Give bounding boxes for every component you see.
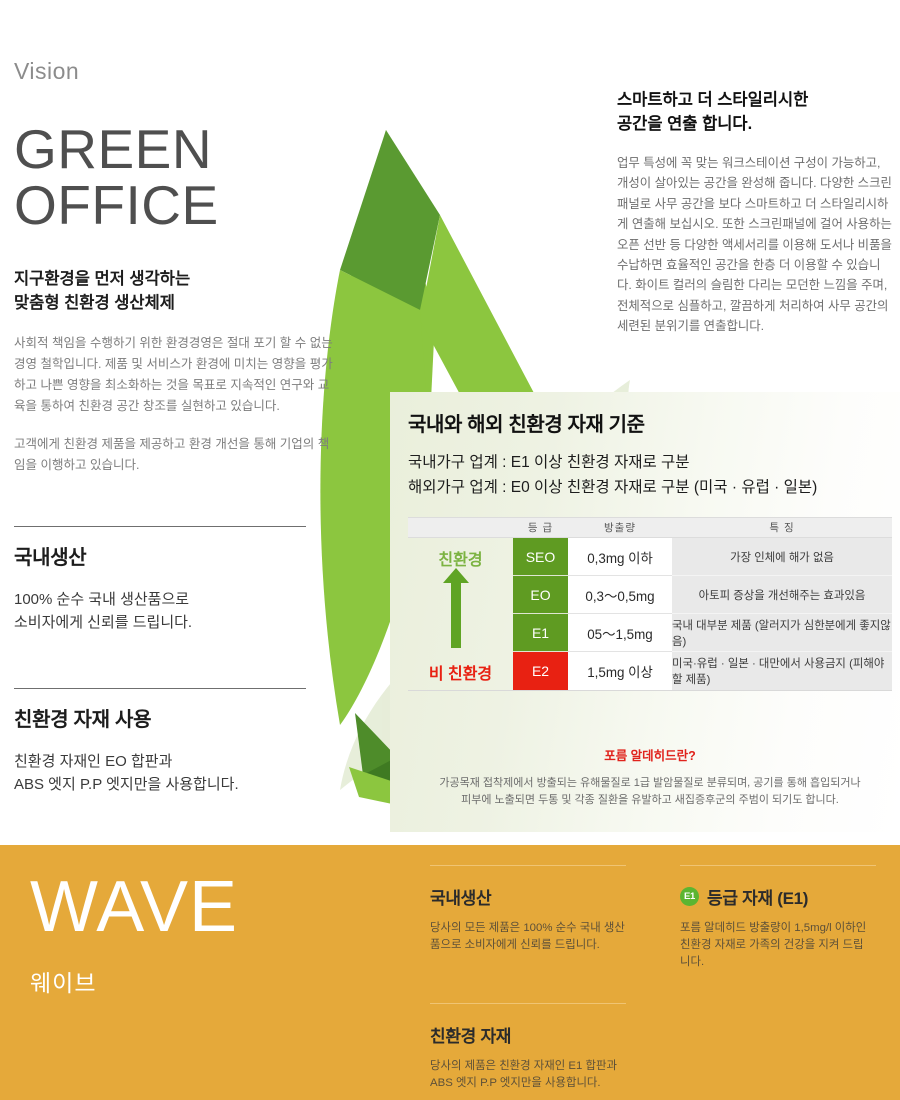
feature-title: 국내생산: [14, 547, 87, 569]
left-body-paragraph-1: 사회적 책임을 수행하기 위한 환경경영은 절대 포기 할 수 없는 경영 철학…: [14, 336, 333, 413]
table-bottom-border: [408, 690, 892, 691]
note-body: 가공목재 접착제에서 방출되는 유해물질로 1급 발암물질로 분류되며, 공기를…: [439, 777, 861, 806]
right-column: 스마트하고 더 스타일리시한 공간을 연출 합니다. 업무 특성에 꼭 맞는 워…: [617, 88, 895, 337]
lead-heading: 지구환경을 먼저 생각하는 맞춤형 친환경 생산체제: [14, 267, 334, 315]
footer-brand-kr: 웨이브: [30, 970, 97, 996]
grade-cell: EO: [513, 576, 568, 614]
emission-standards-table: 등 급 방출량 특 징 친환경 비 친환경 SEO 0,3mg 이하 가장 인체…: [408, 517, 892, 691]
criteria-domestic: 국내가구 업계 : E1 이상 친환경 자재로 구분: [408, 454, 690, 471]
feature-title: 친환경 자재 사용: [14, 709, 152, 731]
top-section: Vision GREEN OFFICE 지구환경을 먼저 생각하는 맞춤형 친환…: [14, 58, 900, 832]
feature-section-eco-material: 친환경 자재 사용 친환경 자재인 EO 합판과 ABS 엣지 P.P 엣지만을…: [14, 688, 322, 796]
table-row: E2 1,5mg 이상 미국·유럽 · 일본 · 대만에서 사용금지 (피해야할…: [408, 652, 892, 690]
table-row: E1 05〜1,5mg 국내 대부분 제품 (알러지가 심한분에게 좋지않음): [408, 614, 892, 652]
right-heading-line-2: 공간을 연출 합니다.: [617, 115, 753, 133]
left-body-paragraph-2: 고객에게 친환경 제품을 제공하고 환경 개선을 통해 기업의 책임을 이행하고…: [14, 437, 330, 472]
e1-grade-icon: E1: [680, 887, 699, 906]
left-column: Vision GREEN OFFICE 지구환경을 먼저 생각하는 맞춤형 친환…: [14, 58, 334, 476]
panel-title: 국내와 해외 친환경 자재 기준: [408, 414, 645, 436]
table-header-grade: 등 급: [527, 522, 554, 534]
feature-cell: 아토피 증상을 개선해주는 효과있음: [672, 576, 892, 614]
table-body: 친환경 비 친환경 SEO 0,3mg 이하 가장 인체에 해가 없음 EO 0…: [408, 538, 892, 690]
footer-column-title: 국내생산: [430, 889, 492, 908]
footer-column-title-text: 등급 자재 (E1): [707, 889, 809, 908]
grade-cell: SEO: [513, 538, 568, 576]
footer-section: WAVE 웨이브: [0, 845, 900, 1100]
formaldehyde-note: 포름 알데히드란? 가공목재 접착제에서 방출되는 유해물질로 1급 발암물질로…: [408, 745, 892, 809]
table-header-spacer: [408, 518, 513, 537]
emission-cell: 05〜1,5mg: [568, 614, 672, 652]
eco-label-good: 친환경: [438, 552, 483, 569]
feature-cell: 국내 대부분 제품 (알러지가 심한분에게 좋지않음): [672, 614, 892, 652]
feature-text: 100% 순수 국내 생산품으로 소비자에게 신뢰를 드립니다.: [14, 591, 193, 631]
footer-column-text: 당사의 모든 제품은 100% 순수 국내 생산 품으로 소비자에게 신뢰를 드…: [430, 922, 625, 951]
table-header-row: 등 급 방출량 특 징: [408, 517, 892, 538]
right-heading: 스마트하고 더 스타일리시한 공간을 연출 합니다.: [617, 88, 895, 136]
small-leaf-graphic: [349, 713, 397, 805]
brand-line-1: GREEN: [14, 118, 213, 180]
divider: [14, 526, 306, 527]
lead-line-2: 맞춤형 친환경 생산체제: [14, 294, 175, 312]
footer-column-grade-e1: E1 등급 자재 (E1) 포름 알데히드 방출량이 1,5mg/l 이하인 친…: [680, 865, 892, 971]
eco-label-bad: 비 친환경: [428, 666, 493, 683]
brand-line-2: OFFICE: [14, 174, 219, 236]
footer-column-title: 친환경 자재: [430, 1027, 512, 1046]
footer-brand: WAVE 웨이브: [30, 870, 238, 998]
right-heading-line-1: 스마트하고 더 스타일리시한: [617, 91, 809, 109]
footer-column-domestic: 국내생산 당사의 모든 제품은 100% 순수 국내 생산 품으로 소비자에게 …: [430, 865, 642, 954]
divider: [430, 1003, 626, 1004]
footer-brand-en: WAVE: [30, 867, 239, 947]
emission-cell: 1,5mg 이상: [568, 652, 672, 690]
footer-column-text: 당사의 제품은 친환경 자재인 E1 합판과 ABS 엣지 P.P 엣지만을 사…: [430, 1060, 617, 1089]
feature-section-domestic: 국내생산 100% 순수 국내 생산품으로 소비자에게 신뢰를 드립니다.: [14, 526, 322, 634]
table-row: SEO 0,3mg 이하 가장 인체에 해가 없음: [408, 538, 892, 576]
divider: [680, 865, 876, 866]
table-header-emission: 방출량: [604, 522, 636, 534]
feature-text: 친환경 자재인 EO 합판과 ABS 엣지 P.P 엣지만을 사용합니다.: [14, 753, 239, 793]
eyebrow-vision: Vision: [14, 58, 80, 84]
table-row: EO 0,3〜0,5mg 아토피 증상을 개선해주는 효과있음: [408, 576, 892, 614]
emission-cell: 0,3mg 이하: [568, 538, 672, 576]
up-arrow-icon: [443, 568, 469, 648]
panel-criteria: 국내가구 업계 : E1 이상 친환경 자재로 구분 해외가구 업계 : E0 …: [408, 450, 894, 500]
footer-column-title: E1 등급 자재 (E1): [680, 884, 892, 909]
footer-column-eco-material: 친환경 자재 당사의 제품은 친환경 자재인 E1 합판과 ABS 엣지 P.P…: [430, 1003, 642, 1092]
right-body-paragraph: 업무 특성에 꼭 맞는 워크스테이션 구성이 가능하고, 개성이 살아있는 공간…: [617, 156, 892, 334]
lead-line-1: 지구환경을 먼저 생각하는: [14, 270, 191, 288]
grade-cell: E1: [513, 614, 568, 652]
feature-cell: 가장 인체에 해가 없음: [672, 538, 892, 576]
page-title: GREEN OFFICE: [14, 121, 334, 233]
grade-cell: E2: [513, 652, 568, 690]
feature-cell: 미국·유럽 · 일본 · 대만에서 사용금지 (피해야할 제품): [672, 652, 892, 690]
note-title: 포름 알데히드란?: [604, 749, 696, 763]
divider: [14, 688, 306, 689]
divider: [430, 865, 626, 866]
criteria-overseas: 해외가구 업계 : E0 이상 친환경 자재로 구분 (미국 · 유럽 · 일본…: [408, 479, 818, 496]
table-header-feature: 특 징: [769, 522, 795, 534]
emission-cell: 0,3〜0,5mg: [568, 576, 672, 614]
panel-content: 국내와 해외 친환경 자재 기준 국내가구 업계 : E1 이상 친환경 자재로…: [390, 392, 900, 500]
footer-column-text: 포름 알데히드 방출량이 1,5mg/l 이하인 친환경 자재로 가족의 건강을…: [680, 922, 867, 968]
